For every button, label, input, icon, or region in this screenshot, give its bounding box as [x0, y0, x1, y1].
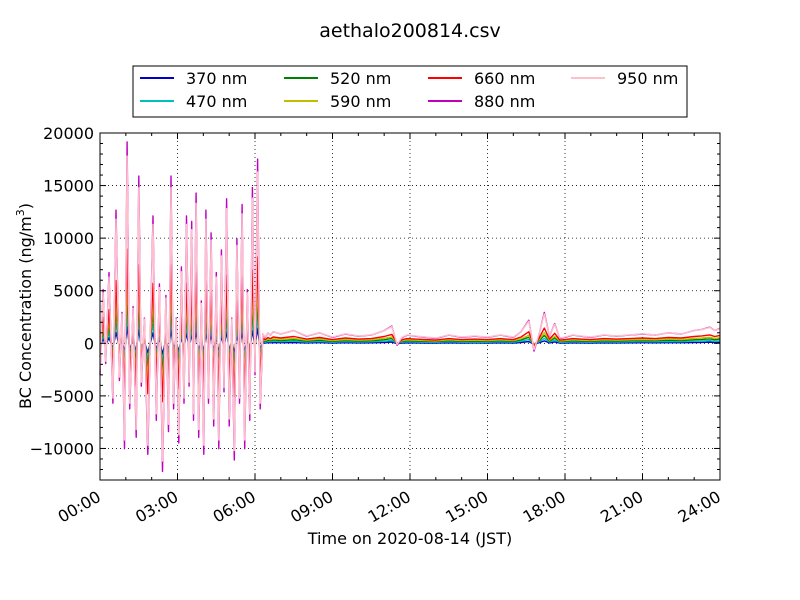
y-axis-label-tail: ): [16, 203, 35, 209]
y-tick-label: 15000: [43, 177, 94, 196]
x-tick-label: 24:00: [675, 487, 724, 527]
legend-label: 950 nm: [617, 69, 678, 88]
series-line-950-nm: [99, 155, 721, 462]
series-layer: [99, 141, 721, 473]
x-tick-label: 21:00: [597, 487, 646, 527]
x-tick-label: 12:00: [365, 487, 414, 527]
legend-label: 880 nm: [474, 92, 535, 111]
x-axis-label: Time on 2020-08-14 (JST): [307, 529, 512, 548]
legend-label: 470 nm: [186, 92, 247, 111]
chart-title: aethalo200814.csv: [319, 20, 501, 42]
x-tick-label: 03:00: [132, 487, 181, 527]
legend-box: [132, 65, 688, 118]
y-tick-label: −5000: [40, 387, 94, 406]
legend-label: 520 nm: [330, 69, 391, 88]
legend-label: 660 nm: [474, 69, 535, 88]
y-axis-label-base: BC Concentration (ng/m: [16, 216, 35, 409]
x-tick-label: 18:00: [520, 487, 569, 527]
y-axis-label: BC Concentration (ng/m3): [14, 203, 35, 409]
y-tick-label: 10000: [43, 229, 94, 248]
x-tick-label: 15:00: [442, 487, 491, 527]
x-tick-label: 06:00: [210, 487, 259, 527]
legend: 370 nm 470 nm 520 nm 590 nm 660 nm 880 nm 950 …: [132, 65, 688, 118]
y-tick-label: 5000: [53, 282, 94, 301]
y-tick-label: −10000: [30, 439, 94, 458]
legend-label: 590 nm: [330, 92, 391, 111]
x-tick-label: 09:00: [287, 487, 336, 527]
y-tick-label: 20000: [43, 124, 94, 143]
y-axis-label-sup: 3: [14, 209, 27, 216]
x-tick-label: 00:00: [55, 487, 104, 527]
legend-label: 370 nm: [186, 69, 247, 88]
y-tick-label: 0: [84, 334, 94, 353]
